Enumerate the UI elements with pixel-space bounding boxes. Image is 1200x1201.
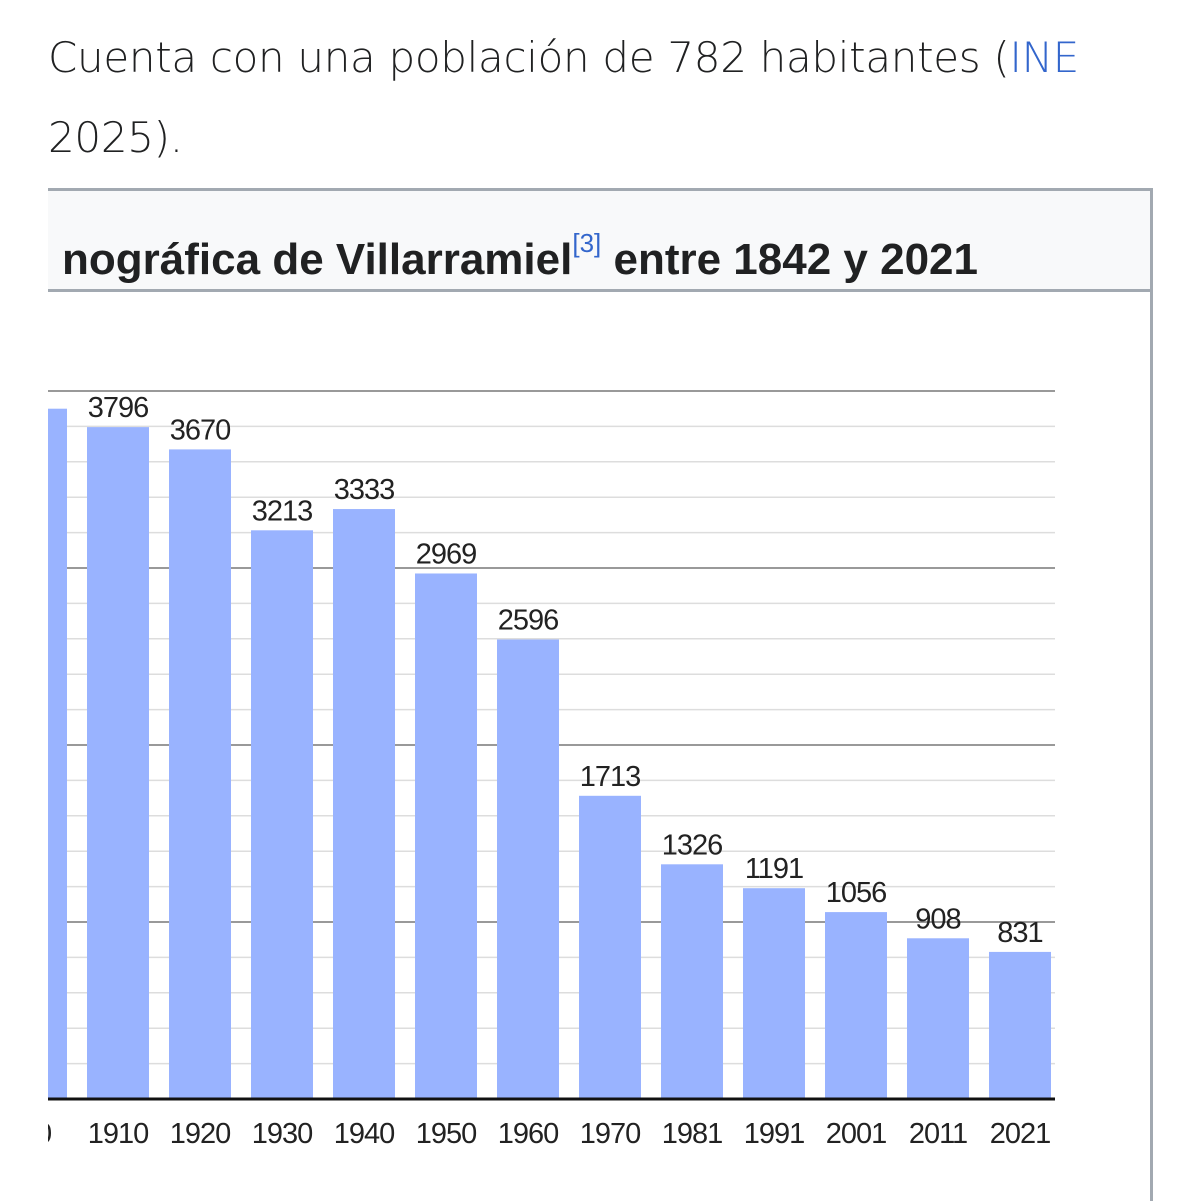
chart-caption: nográfica de Villarramiel[3] entre 1842 … <box>48 191 1150 292</box>
bar-00 <box>48 408 67 1099</box>
intro-paragraph: Cuenta con una población de 782 habitant… <box>48 18 1158 178</box>
x-tick-label: 2001 <box>826 1118 887 1150</box>
x-tick-label: 1910 <box>88 1118 149 1150</box>
bar-value-label: 1191 <box>745 853 803 885</box>
bar-value-label: 1056 <box>826 877 887 909</box>
bar-value-label: 2969 <box>416 538 477 570</box>
x-tick-label: 1930 <box>252 1118 313 1150</box>
bar-2021 <box>989 951 1051 1099</box>
x-tick-label: 1970 <box>580 1118 641 1150</box>
chart-title-text: nográfica de Villarramiel <box>62 235 573 284</box>
x-tick-label: 2021 <box>990 1118 1051 1150</box>
reference-link[interactable]: [3] <box>572 228 602 258</box>
intro-text: Cuenta con una población de 782 habitant… <box>48 33 1010 82</box>
bar-value-label: 1326 <box>662 829 723 861</box>
bar-value-label: 908 <box>915 903 960 935</box>
population-bar-chart: 6003796191036701920321319303333194029691… <box>48 390 1055 1150</box>
bar-value-label: 2596 <box>498 605 559 637</box>
bar-1981 <box>661 864 723 1099</box>
x-tick-label: 1981 <box>662 1118 723 1150</box>
ine-link[interactable]: INE <box>1009 33 1080 82</box>
bar-1960 <box>497 639 559 1099</box>
bar-value-label: 831 <box>997 917 1042 949</box>
bar-1920 <box>169 449 231 1099</box>
x-tick-label: 1960 <box>498 1118 559 1150</box>
bar-1991 <box>743 888 805 1099</box>
bar-value-label: 3796 <box>88 392 149 424</box>
bar-2011 <box>907 938 969 1099</box>
bar-1970 <box>579 795 641 1099</box>
bar-2001 <box>825 912 887 1099</box>
x-tick-label: 1920 <box>170 1118 231 1150</box>
x-tick-label: 1940 <box>334 1118 395 1150</box>
bar-1940 <box>333 509 395 1100</box>
bar-1950 <box>415 573 477 1099</box>
bar-value-label: 3670 <box>170 414 231 446</box>
chart-title: nográfica de Villarramiel[3] entre 1842 … <box>62 191 978 289</box>
bar-value-label: 1713 <box>580 761 641 793</box>
intro-text-end: 2025). <box>48 113 183 162</box>
x-tick-label: 00 <box>48 1118 51 1150</box>
x-tick-label: 1991 <box>744 1118 805 1150</box>
bar-1930 <box>251 530 313 1099</box>
population-chart-frame: nográfica de Villarramiel[3] entre 1842 … <box>48 188 1153 1201</box>
bar-value-label: 3333 <box>334 474 395 506</box>
chart-title-range: entre 1842 y 2021 <box>601 235 978 284</box>
x-tick-label: 2011 <box>909 1118 967 1150</box>
bar-value-label: 3213 <box>252 495 313 527</box>
bar-1910 <box>87 427 149 1099</box>
x-tick-label: 1950 <box>416 1118 477 1150</box>
